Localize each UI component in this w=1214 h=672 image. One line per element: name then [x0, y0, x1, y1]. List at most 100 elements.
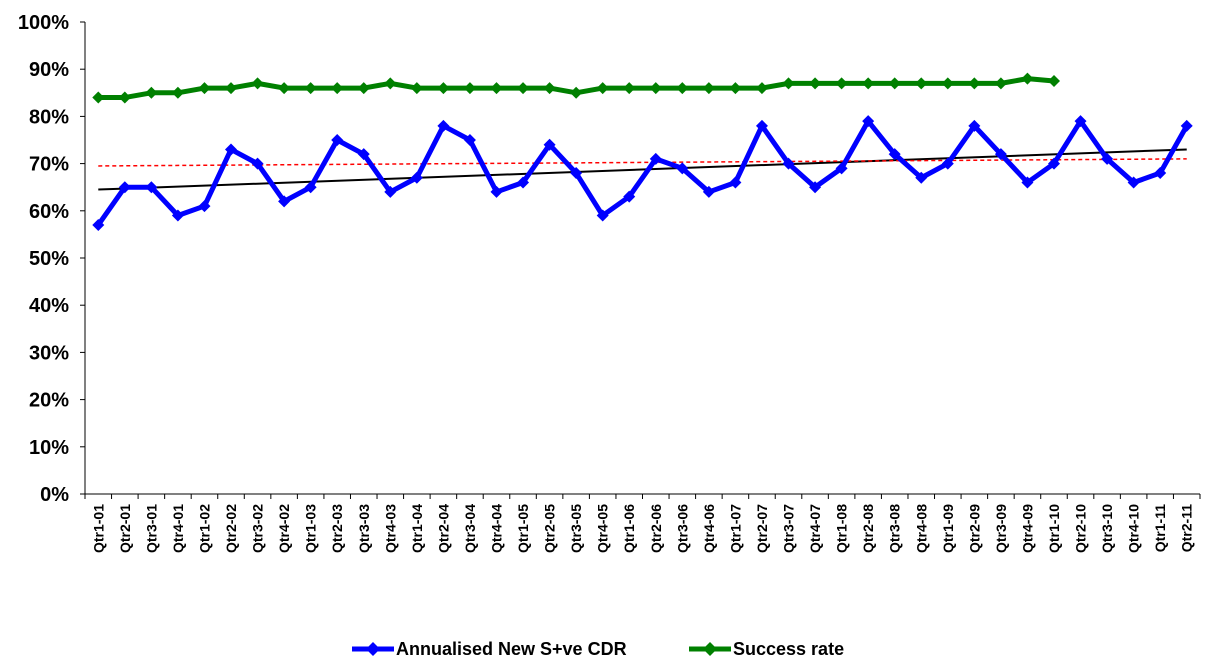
data-point	[92, 91, 105, 104]
data-point	[835, 162, 848, 175]
data-point	[994, 148, 1007, 161]
x-tick-label: Qtr2-03	[329, 504, 345, 553]
data-point	[941, 157, 954, 170]
data-point	[755, 119, 768, 132]
x-tick-label: Qtr3-09	[993, 504, 1009, 553]
data-point	[782, 157, 795, 170]
data-point	[702, 82, 715, 95]
data-point	[490, 185, 503, 198]
data-point	[835, 77, 848, 90]
legend-label: Annualised New S+ve CDR	[396, 639, 627, 659]
x-tick-label: Qtr2-01	[117, 504, 133, 553]
data-point	[968, 119, 981, 132]
x-tick-label: Qtr2-06	[648, 504, 664, 553]
x-tick-label: Qtr2-11	[1179, 504, 1195, 552]
data-point	[171, 209, 184, 222]
data-point	[809, 77, 822, 90]
x-tick-label: Qtr4-07	[807, 504, 823, 553]
data-point	[304, 82, 317, 95]
x-tick-label: Qtr3-08	[887, 504, 903, 553]
legend-item: Success rate	[689, 639, 844, 659]
series-1	[92, 115, 1193, 231]
x-tick-label: Qtr3-06	[674, 504, 690, 553]
data-point	[782, 77, 795, 90]
data-point	[888, 77, 901, 90]
data-point	[331, 134, 344, 146]
data-point	[490, 82, 503, 95]
data-point	[145, 181, 158, 194]
data-point	[649, 152, 662, 165]
x-tick-label: Qtr4-08	[913, 504, 929, 553]
data-point	[755, 82, 768, 95]
legend-marker	[703, 642, 717, 656]
data-point	[596, 82, 609, 95]
data-point	[437, 82, 450, 95]
y-tick-label: 10%	[29, 437, 69, 459]
data-point	[92, 218, 105, 231]
series	[92, 72, 1193, 231]
data-point	[702, 185, 715, 198]
data-point	[357, 82, 370, 95]
data-point	[118, 181, 131, 194]
data-point	[862, 77, 875, 90]
x-tick-label: Qtr1-06	[621, 504, 637, 553]
legend: Annualised New S+ve CDR Success rate	[352, 639, 844, 659]
x-tick-label: Qtr3-07	[781, 504, 797, 553]
y-tick-label: 100%	[18, 12, 69, 34]
x-tick-label: Qtr3-04	[462, 504, 478, 553]
data-point	[941, 77, 954, 90]
x-tick-label: Qtr1-11	[1152, 504, 1168, 552]
y-tick-label: 30%	[29, 342, 69, 364]
x-tick-label: Qtr2-08	[860, 504, 876, 553]
x-tick-label: Qtr4-06	[701, 504, 717, 553]
data-point	[410, 82, 423, 95]
data-point	[623, 82, 636, 95]
data-point	[198, 82, 211, 95]
x-tick-label: Qtr1-01	[90, 504, 106, 553]
data-point	[384, 185, 397, 198]
data-point	[225, 143, 238, 156]
x-tick-label: Qtr4-03	[382, 504, 398, 553]
data-point	[225, 82, 238, 95]
data-point	[623, 190, 636, 203]
data-point	[596, 209, 609, 222]
data-point	[384, 77, 397, 90]
data-point	[915, 171, 928, 184]
x-tick-label: Qtr1-02	[196, 504, 212, 553]
data-point	[1180, 119, 1193, 132]
data-point	[198, 200, 211, 213]
x-tick-label: Qtr2-04	[435, 504, 451, 553]
x-tick-label: Qtr4-02	[276, 504, 292, 553]
data-point	[118, 91, 131, 104]
data-point	[517, 82, 530, 95]
x-tick-label: Qtr2-10	[1073, 504, 1089, 553]
data-point	[251, 77, 264, 90]
x-tick-label: Qtr3-05	[568, 504, 584, 553]
x-tick-label: Qtr1-04	[409, 504, 425, 553]
data-point	[968, 77, 981, 90]
x-tick-label: Qtr1-09	[940, 504, 956, 553]
data-point	[410, 171, 423, 184]
x-tick-label: Qtr2-07	[754, 504, 770, 553]
y-tick-label: 40%	[29, 295, 69, 317]
series-line	[96, 118, 1189, 227]
data-point	[1047, 75, 1060, 87]
data-point	[915, 77, 928, 90]
legend-label: Success rate	[733, 639, 844, 659]
data-point	[649, 82, 662, 95]
x-tick-label: Qtr1-07	[727, 504, 743, 553]
y-tick-label: 0%	[40, 484, 69, 506]
data-point	[676, 162, 689, 175]
x-tick-label: Qtr3-02	[250, 504, 266, 553]
data-point	[517, 176, 530, 189]
data-point	[1101, 152, 1114, 165]
data-point	[1074, 115, 1087, 128]
y-tick-label: 60%	[29, 201, 69, 223]
y-axis-tick-labels: 0% 10% 20% 30% 40% 50% 60% 70% 80% 90% 100%	[18, 12, 69, 506]
x-tick-label: Qtr4-05	[595, 504, 611, 553]
data-point	[543, 82, 556, 95]
data-point	[171, 86, 184, 99]
y-tick-label: 70%	[29, 154, 69, 176]
